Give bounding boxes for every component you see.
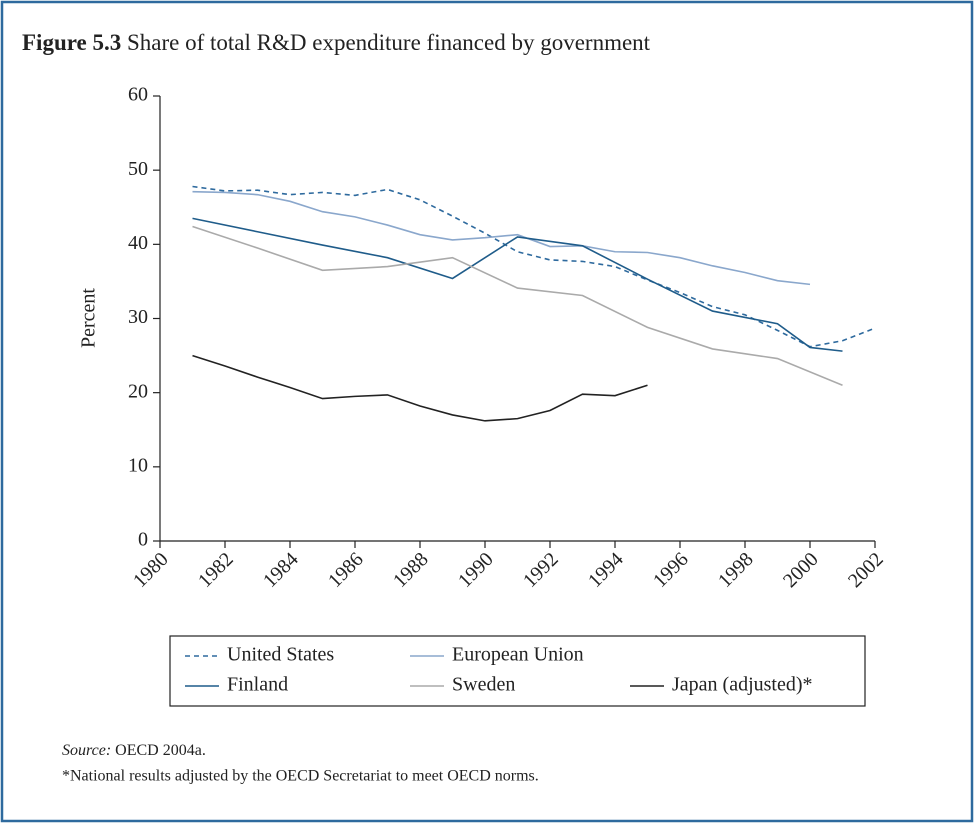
- legend-label: Finland: [227, 674, 288, 696]
- line: [192, 217, 843, 352]
- figure-title: Figure 5.3 Share of total R&D expenditur…: [22, 30, 651, 55]
- source-text: OECD 2004a.: [115, 742, 206, 759]
- y-tick-label: 20: [128, 380, 148, 402]
- note: *National results adjusted by the OECD S…: [62, 768, 539, 785]
- x-tick-label: 1988: [389, 548, 433, 592]
- y-tick-label: 10: [128, 454, 148, 476]
- figure-label: Figure 5.3: [22, 30, 121, 55]
- x-tick-label: 1980: [129, 548, 173, 592]
- line: [192, 190, 811, 286]
- y-tick-label: 60: [128, 84, 148, 106]
- line: [192, 185, 876, 348]
- x-tick-label: 1994: [584, 548, 628, 592]
- source-label: Source:: [62, 742, 111, 759]
- legend-label: European Union: [452, 644, 584, 666]
- x-tick-label: 1998: [714, 548, 758, 592]
- legend-box: [169, 635, 866, 707]
- legend-label: United States: [227, 644, 334, 666]
- x-tick-label: 1986: [324, 548, 368, 592]
- x-tick-label: 1990: [454, 548, 498, 592]
- y-axis-label: Percent: [78, 288, 100, 348]
- line: [192, 225, 843, 386]
- x-tick-label: 1992: [519, 548, 563, 592]
- line: [192, 354, 648, 422]
- title: Share of total R&D expenditure financed …: [127, 30, 651, 55]
- y-tick-label: 30: [128, 306, 148, 328]
- y-tick-label: 50: [128, 158, 148, 180]
- x-tick-label: 1982: [194, 548, 238, 592]
- legend-label: Sweden: [452, 674, 515, 696]
- y-tick-label: 0: [138, 529, 148, 551]
- source: Source: OECD 2004a.: [62, 742, 206, 759]
- x-tick-label: 1984: [259, 548, 303, 592]
- x-tick-label: 1996: [649, 548, 693, 592]
- y-tick-label: 40: [128, 232, 148, 254]
- x-tick-label: 2002: [844, 548, 888, 592]
- x-tick-label: 2000: [779, 548, 823, 592]
- legend-label: Japan (adjusted)*: [672, 674, 813, 696]
